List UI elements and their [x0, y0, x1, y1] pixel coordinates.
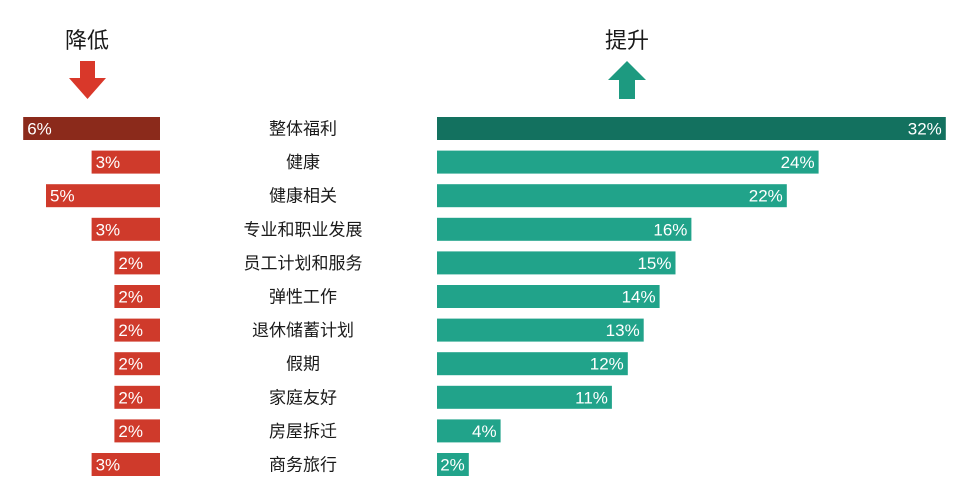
decrease-bar: [23, 117, 161, 140]
decrease-bar: [46, 184, 160, 208]
increase-value-label: 32%: [908, 120, 942, 139]
increase-value-label: 16%: [653, 220, 687, 239]
arrow-down-icon: [69, 61, 106, 99]
decrease-bar: [114, 251, 160, 275]
decrease-value-label: 3%: [96, 153, 121, 172]
increase-value-label: 11%: [575, 388, 608, 407]
increase-bar: [437, 117, 946, 140]
increase-bar: [437, 419, 501, 443]
category-label: 整体福利: [269, 120, 337, 140]
category-label: 退休储蓄计划: [252, 321, 354, 341]
category-label: 健康相关: [269, 187, 337, 207]
arrow-up-icon: [608, 61, 646, 99]
increase-bar: [437, 285, 660, 308]
increase-value-label: 2%: [440, 456, 465, 475]
category-label: 商务旅行: [269, 456, 337, 476]
increase-value-label: 13%: [606, 321, 640, 340]
decrease-bar: [114, 385, 160, 409]
increase-bar: [437, 217, 692, 241]
decrease-bar: [91, 453, 160, 476]
increase-header: 提升: [605, 29, 649, 54]
bar-rows: 6% 整体福利 32% 3% 健康 24% 5% 健康相关 22% 3% 专业和职业发展 16% 2% 员…: [23, 117, 946, 476]
decrease-value-label: 2%: [118, 254, 143, 273]
increase-value-label: 15%: [637, 254, 671, 273]
category-label: 家庭友好: [269, 388, 337, 408]
decrease-value-label: 2%: [118, 422, 143, 441]
increase-value-label: 12%: [590, 355, 624, 374]
increase-bar: [437, 385, 612, 409]
increase-bar: [437, 251, 676, 275]
decrease-bar: [114, 419, 160, 443]
increase-bar: [437, 150, 819, 174]
category-label: 专业和职业发展: [244, 220, 363, 240]
decrease-value-label: 2%: [118, 388, 143, 407]
decrease-value-label: 2%: [118, 321, 143, 340]
decrease-value-label: 2%: [118, 355, 143, 374]
increase-value-label: 22%: [749, 187, 783, 206]
decrease-bar: [114, 318, 160, 342]
decrease-bar: [91, 217, 160, 241]
category-label: 弹性工作: [269, 288, 337, 308]
increase-bar: [437, 352, 628, 376]
decrease-value-label: 6%: [27, 120, 52, 139]
increase-bar: [437, 184, 787, 208]
decrease-value-label: 5%: [50, 187, 75, 206]
decrease-value-label: 2%: [118, 288, 143, 307]
increase-bar: [437, 453, 469, 476]
category-label: 假期: [286, 355, 320, 375]
decrease-bar: [114, 285, 160, 308]
increase-value-label: 14%: [622, 288, 656, 307]
increase-bar: [437, 318, 644, 342]
increase-value-label: 24%: [781, 153, 815, 172]
decrease-value-label: 3%: [96, 220, 121, 239]
category-label: 房屋拆迁: [269, 422, 337, 442]
increase-value-label: 4%: [472, 422, 497, 441]
decrease-bar: [91, 150, 160, 174]
decrease-header: 降低: [65, 29, 109, 54]
category-label: 健康: [286, 153, 320, 173]
decrease-value-label: 3%: [96, 456, 121, 475]
category-label: 员工计划和服务: [244, 254, 363, 274]
decrease-bar: [114, 352, 160, 376]
